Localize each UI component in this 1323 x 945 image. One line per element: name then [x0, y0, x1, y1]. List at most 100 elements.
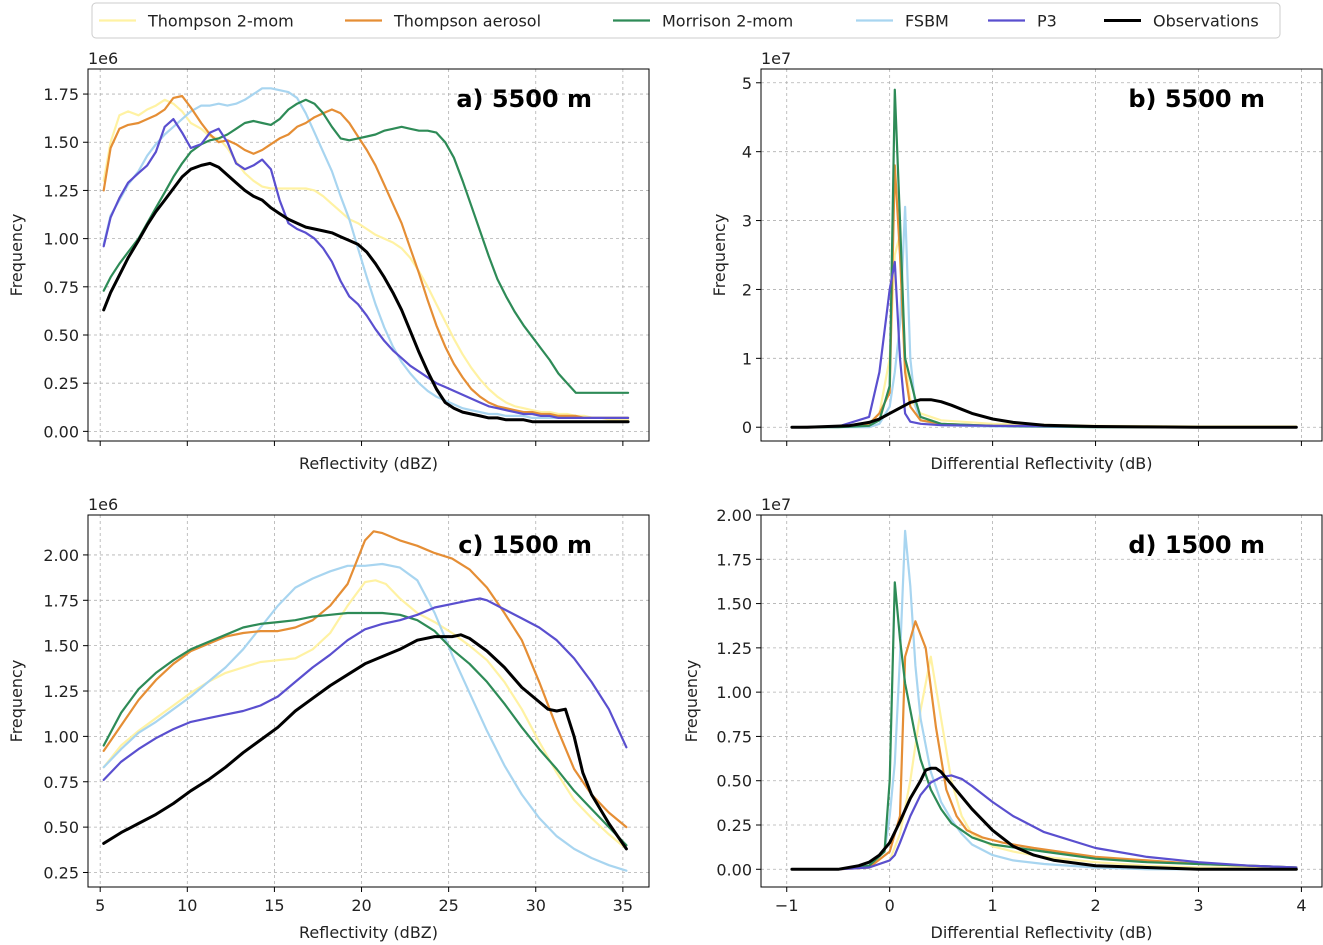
series-line-observations	[102, 161, 630, 424]
legend-label-thompson_2mom: Thompson 2-mom	[147, 12, 294, 31]
series-group-a	[102, 87, 630, 424]
series-line-thompson_2mom	[102, 98, 630, 421]
y-tick-label: 0.25	[43, 863, 79, 882]
offset-text: 1e7	[761, 495, 791, 514]
panel-a: 0.00 0.25 0.50 0.75 1.00 1.25 1.50 1.75 1e6 Refle…	[7, 49, 650, 473]
y-tick-label: 1.50	[43, 637, 79, 656]
y-tick-label: 1.75	[716, 550, 752, 569]
panel-title: a) 5500 m	[456, 85, 592, 113]
y-axis-label: Frequency	[7, 214, 26, 297]
y-axis-label: Frequency	[7, 660, 26, 743]
series-line-thompson_aerosol	[790, 620, 1298, 871]
y-tick-label: 1.75	[43, 85, 79, 104]
y-tick-label: 1.75	[43, 591, 79, 610]
x-tick-label: 0	[885, 896, 895, 915]
y-tick-label: 2.00	[43, 546, 79, 565]
y-tick-label: 2.00	[716, 506, 752, 525]
y-tick-label: 0.75	[43, 278, 79, 297]
y-tick-label: 0.75	[43, 773, 79, 792]
x-tick-label: −1	[775, 896, 799, 915]
series-line-fsbm	[790, 529, 1298, 871]
y-tick-label: 0.50	[716, 772, 752, 791]
series-line-thompson_aerosol	[790, 164, 1298, 429]
legend-label-fsbm: FSBM	[905, 12, 949, 31]
x-axis-label: Reflectivity (dBZ)	[299, 923, 438, 942]
series-line-p3	[102, 117, 630, 419]
y-tick-label: 1.25	[716, 639, 752, 658]
plot-frame-d	[760, 514, 1323, 888]
series-line-thompson_2mom	[790, 655, 1298, 871]
x-tick-label: 15	[264, 896, 284, 915]
legend-label-morrison_2mom: Morrison 2-mom	[662, 12, 793, 31]
offset-text: 1e7	[761, 49, 791, 68]
series-group-d	[790, 529, 1298, 871]
series-line-thompson_aerosol	[102, 94, 630, 419]
y-tick-label: 1.00	[43, 230, 79, 249]
y-tick-label: 0.50	[43, 326, 79, 345]
y-tick-label: 0.25	[43, 374, 79, 393]
x-tick-label: 3	[1193, 896, 1203, 915]
series-line-morrison_2mom	[790, 88, 1298, 429]
x-tick-label: 20	[351, 896, 371, 915]
x-axis-label: Reflectivity (dBZ)	[299, 454, 438, 473]
series-line-p3	[790, 260, 1298, 429]
y-tick-label: 1.50	[716, 595, 752, 614]
panel-title: b) 5500 m	[1128, 85, 1265, 113]
series-line-morrison_2mom	[102, 611, 628, 847]
y-tick-label: 1.50	[43, 133, 79, 152]
x-tick-label: 30	[526, 896, 546, 915]
y-tick-label: 2	[742, 280, 752, 299]
x-tick-label: 5	[95, 896, 105, 915]
panel-title: c) 1500 m	[458, 531, 592, 559]
y-tick-label: 1.25	[43, 181, 79, 200]
series-line-observations	[790, 766, 1298, 871]
plot-frame-a	[87, 68, 650, 442]
y-tick-label: 4	[742, 143, 752, 162]
series-line-fsbm	[102, 87, 630, 419]
y-axis-label: Frequency	[682, 660, 701, 743]
series-line-observations	[102, 633, 628, 851]
series-line-morrison_2mom	[102, 98, 630, 394]
x-axis-label: Differential Reflectivity (dB)	[931, 923, 1153, 942]
y-tick-label: 0.00	[43, 422, 79, 441]
grid-b	[761, 69, 1322, 441]
y-tick-label: 1.25	[43, 682, 79, 701]
series-line-morrison_2mom	[790, 581, 1298, 871]
y-tick-label: 0.75	[716, 727, 752, 746]
legend: Thompson 2-mom Thompson aerosol Morrison 2…	[91, 2, 1281, 39]
series-line-p3	[102, 597, 628, 782]
x-tick-label: 4	[1296, 896, 1306, 915]
y-tick-label: 5	[742, 74, 752, 93]
grid-d	[761, 514, 1322, 887]
panels: 0.00 0.25 0.50 0.75 1.00 1.25 1.50 1.75 1e6 Refle…	[7, 49, 1323, 942]
y-tick-label: 3	[742, 212, 752, 231]
x-tick-label: 10	[177, 896, 197, 915]
y-tick-label: 0.50	[43, 818, 79, 837]
x-tick-label: 35	[613, 896, 633, 915]
series-line-thompson_aerosol	[102, 530, 628, 829]
x-tick-label: 2	[1090, 896, 1100, 915]
series-line-thompson_2mom	[102, 579, 628, 851]
legend-box	[91, 2, 1281, 39]
x-axis-label: Differential Reflectivity (dB)	[931, 454, 1153, 473]
offset-text: 1e6	[88, 495, 118, 514]
panel-title: d) 1500 m	[1128, 531, 1265, 559]
panel-d: −1 0 1 2 3 4 0.00 0.25 0.50 0.75 1.00 1.25 1.50 1.75 2…	[682, 495, 1323, 942]
series-line-observations	[790, 398, 1298, 429]
series-line-fsbm	[790, 205, 1298, 429]
grid-a	[88, 69, 649, 441]
y-tick-label: 1.00	[43, 727, 79, 746]
series-line-fsbm	[102, 562, 628, 872]
plot-frame-c	[87, 514, 650, 888]
legend-label-thompson_aerosol: Thompson aerosol	[393, 12, 541, 31]
y-tick-label: 0	[742, 418, 752, 437]
series-group-c	[102, 530, 628, 872]
y-tick-label: 1	[742, 349, 752, 368]
offset-text: 1e6	[88, 49, 118, 68]
series-line-thompson_2mom	[790, 233, 1298, 429]
y-axis-label: Frequency	[710, 214, 729, 297]
series-group-b	[790, 88, 1298, 429]
grid-c	[88, 515, 649, 887]
y-tick-label: 0.25	[716, 816, 752, 835]
